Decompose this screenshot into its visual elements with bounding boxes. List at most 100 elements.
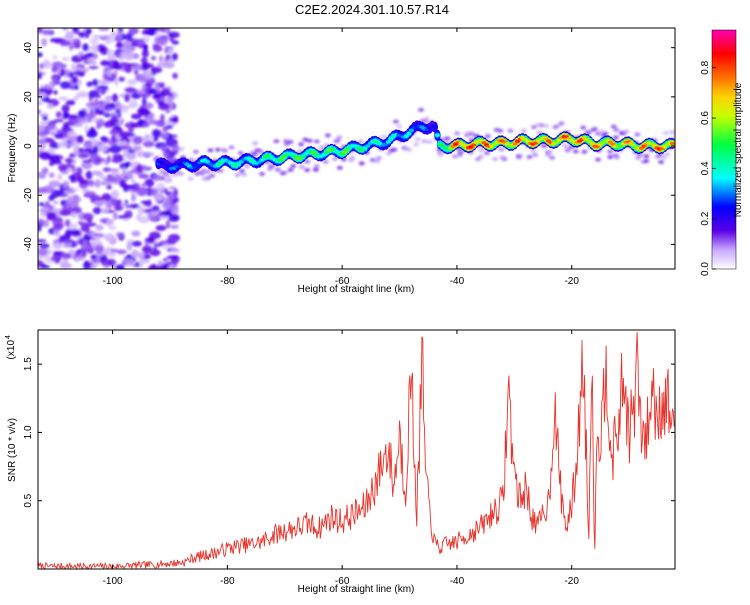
noise-blob bbox=[128, 28, 139, 35]
snr-x-tick-label: -60 bbox=[335, 576, 350, 587]
noise-blob bbox=[89, 101, 100, 106]
ridge-blob bbox=[434, 133, 440, 137]
noise-blob bbox=[53, 90, 58, 95]
noise-blob bbox=[38, 28, 43, 34]
noise-blob bbox=[69, 141, 80, 148]
ridge-blob bbox=[341, 151, 347, 155]
noise-blob bbox=[49, 212, 56, 216]
noise-blob bbox=[165, 125, 174, 129]
ridge-halo bbox=[607, 155, 614, 159]
noise-blob bbox=[95, 245, 104, 254]
noise-blob bbox=[106, 68, 113, 77]
snr-line bbox=[38, 332, 675, 569]
noise-blob bbox=[57, 173, 63, 181]
noise-blob bbox=[154, 264, 164, 269]
ridge-halo bbox=[492, 157, 498, 161]
ridge-halo bbox=[204, 169, 211, 174]
ridge-blob bbox=[362, 146, 368, 150]
noise-blob bbox=[143, 260, 150, 264]
noise-blob bbox=[109, 117, 119, 126]
noise-blob bbox=[71, 76, 79, 84]
noise-blob bbox=[131, 249, 140, 259]
noise-blob bbox=[124, 161, 132, 167]
noise-blob bbox=[162, 244, 170, 250]
noise-blob bbox=[41, 38, 48, 47]
ridge-halo bbox=[564, 148, 571, 153]
noise-blob bbox=[71, 63, 76, 71]
ridge-halo bbox=[221, 148, 228, 153]
noise-blob bbox=[105, 102, 118, 108]
noise-blob bbox=[160, 113, 165, 122]
noise-blob bbox=[77, 153, 90, 159]
noise-blob bbox=[115, 52, 122, 58]
noise-blob bbox=[68, 175, 75, 179]
noise-blob bbox=[131, 182, 141, 192]
noise-blob bbox=[63, 121, 70, 128]
noise-blob bbox=[106, 184, 112, 190]
noise-blob bbox=[76, 256, 86, 261]
ridge-halo bbox=[499, 155, 506, 160]
noise-blob bbox=[57, 140, 69, 149]
ridge-halo bbox=[607, 149, 614, 154]
noise-blob bbox=[124, 87, 137, 93]
noise-blob bbox=[69, 44, 74, 51]
noise-blob bbox=[111, 93, 119, 103]
noise-blob bbox=[115, 264, 124, 269]
noise-blob bbox=[142, 140, 155, 148]
noise-blob bbox=[38, 101, 43, 106]
noise-blob bbox=[73, 70, 85, 76]
noise-blob bbox=[131, 92, 141, 100]
noise-blob bbox=[110, 190, 120, 199]
ridge-blob bbox=[556, 138, 562, 142]
noise-blob bbox=[150, 66, 163, 74]
spectrogram-x-label: Height of straight line (km) bbox=[298, 284, 415, 295]
noise-blob bbox=[107, 168, 120, 172]
ridge-halo bbox=[306, 138, 313, 143]
ridge-halo bbox=[541, 143, 547, 148]
noise-blob bbox=[129, 122, 141, 128]
ridge-halo bbox=[215, 147, 222, 152]
ridge-halo bbox=[385, 151, 392, 156]
noise-blob bbox=[153, 243, 164, 247]
ridge-halo bbox=[613, 155, 620, 160]
noise-blob bbox=[143, 83, 153, 88]
noise-blob bbox=[53, 200, 58, 205]
ridge-halo bbox=[187, 176, 194, 181]
snr-x-tick-label: -100 bbox=[103, 576, 123, 587]
noise-blob bbox=[149, 249, 161, 257]
noise-blob bbox=[90, 44, 99, 53]
noise-blob bbox=[103, 112, 111, 118]
noise-blob bbox=[60, 68, 66, 76]
noise-blob bbox=[108, 130, 119, 135]
noise-blob bbox=[115, 109, 122, 114]
noise-blob bbox=[165, 219, 171, 229]
noise-blob bbox=[152, 136, 159, 142]
ridge-halo bbox=[468, 131, 475, 136]
noise-blob bbox=[116, 249, 127, 255]
noise-blob bbox=[131, 179, 136, 183]
noise-blob bbox=[50, 155, 55, 163]
ridge-halo bbox=[552, 125, 559, 130]
ridge-halo bbox=[623, 129, 630, 134]
noise-blob bbox=[126, 239, 135, 243]
noise-blob bbox=[59, 134, 64, 139]
ridge-halo bbox=[201, 176, 208, 181]
noise-blob bbox=[107, 52, 115, 62]
noise-blob bbox=[73, 95, 79, 101]
noise-blob bbox=[95, 144, 107, 151]
noise-blob bbox=[84, 125, 89, 133]
ridge-halo bbox=[530, 148, 537, 153]
spectrogram-y-tick-label: 40 bbox=[23, 42, 34, 54]
noise-blob bbox=[168, 186, 177, 190]
noise-blob bbox=[170, 248, 181, 253]
ridge-halo bbox=[380, 134, 387, 139]
noise-blob bbox=[38, 218, 45, 226]
noise-blob bbox=[144, 240, 149, 247]
snr-x-ticks: -100 -80 -60 -40 -20 bbox=[103, 330, 579, 587]
noise-blob bbox=[159, 175, 166, 181]
noise-blob bbox=[158, 260, 163, 265]
noise-blob bbox=[110, 248, 119, 253]
ridge-halo bbox=[443, 136, 450, 141]
noise-blob bbox=[116, 141, 129, 146]
noise-blob bbox=[136, 163, 143, 173]
